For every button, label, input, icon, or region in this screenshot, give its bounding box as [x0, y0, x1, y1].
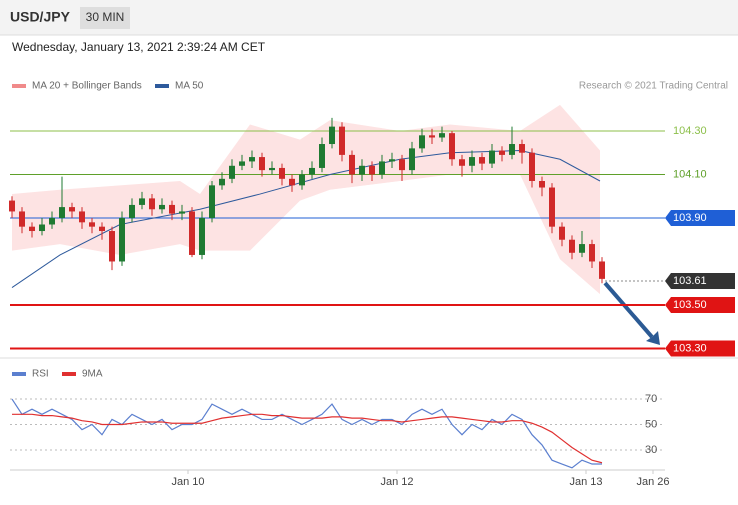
candle-body — [119, 217, 125, 262]
level-label-box — [665, 296, 735, 313]
arrow-head — [605, 283, 660, 345]
candle-body — [489, 150, 495, 164]
x-tick-label: Jan 13 — [569, 476, 602, 488]
candle-body — [559, 226, 565, 240]
candle-body — [409, 148, 415, 171]
level-label: 104.30 — [673, 125, 707, 137]
candle-body — [519, 144, 525, 153]
candle-body — [579, 244, 585, 253]
candle-body — [359, 165, 365, 175]
timeframe: 30 MIN — [86, 10, 125, 24]
candle-body — [59, 207, 65, 218]
candle-body — [69, 207, 75, 212]
symbol: USD/JPY — [10, 9, 71, 25]
candle-body — [249, 157, 255, 162]
candle-body — [569, 239, 575, 253]
level-label: 103.90 — [673, 212, 707, 224]
candle-body — [19, 211, 25, 227]
arrow — [603, 281, 654, 339]
candle-body — [349, 154, 355, 175]
candle-body — [439, 133, 445, 138]
candle-body — [279, 167, 285, 179]
legend-label: 9MA — [82, 369, 103, 380]
x-tick-label: Jan 10 — [171, 476, 204, 488]
x-tick-label: Jan 12 — [380, 476, 413, 488]
candle-body — [599, 261, 605, 279]
last-price-box — [665, 273, 735, 290]
candle-body — [99, 226, 105, 232]
legend-label: MA 50 — [175, 81, 204, 92]
candle-body — [159, 204, 165, 210]
candle-body — [469, 157, 475, 166]
candle-body — [399, 159, 405, 171]
candle-body — [449, 133, 455, 160]
rsi-line — [11, 398, 602, 469]
candle-body — [109, 231, 115, 262]
legend-label: MA 20 + Bollinger Bands — [32, 81, 142, 92]
candle-body — [509, 144, 515, 155]
candle-body — [379, 161, 385, 175]
candle-body — [219, 178, 225, 186]
legend-swatch — [155, 84, 169, 88]
candle-body — [429, 135, 435, 138]
candle-body — [389, 159, 395, 162]
candle-body — [419, 135, 425, 149]
subtitle: Wednesday, January 13, 2021 2:39:24 AM C… — [12, 40, 266, 54]
timeframe-box — [80, 7, 130, 29]
candle-body — [259, 157, 265, 171]
candle-body — [169, 204, 175, 214]
candle-body — [239, 161, 245, 166]
candle-body — [589, 244, 595, 262]
candle-body — [529, 152, 535, 181]
candle-body — [289, 178, 295, 186]
candle-body — [149, 198, 155, 210]
candle-body — [139, 198, 145, 205]
legend-swatch — [12, 372, 26, 376]
candle-body — [319, 144, 325, 168]
candle-body — [309, 167, 315, 175]
candle-body — [9, 200, 15, 212]
candle-body — [339, 126, 345, 155]
level-label-box — [665, 340, 735, 357]
candle-body — [499, 150, 505, 155]
level-label: 103.30 — [673, 342, 707, 354]
candle-body — [269, 167, 275, 171]
x-tick-label: Jan 26 — [636, 476, 669, 488]
candle-body — [39, 224, 45, 232]
candle-body — [299, 174, 305, 186]
candle-body — [49, 217, 55, 225]
legend-swatch — [62, 372, 76, 376]
level-label-box — [665, 209, 735, 226]
credit: Research © 2021 Trading Central — [579, 81, 728, 92]
candle-body — [539, 181, 545, 188]
legend-swatch — [12, 84, 26, 88]
candle-body — [29, 226, 35, 232]
candle-body — [369, 165, 375, 175]
rsi-line — [12, 413, 603, 464]
candle-body — [479, 157, 485, 164]
candle-body — [549, 187, 555, 227]
legend-label: RSI — [32, 369, 49, 380]
level-label: 104.10 — [673, 168, 707, 180]
rsi-tick-label: 70 — [645, 393, 657, 405]
rsi-tick-label: 50 — [645, 418, 657, 430]
candle-body — [209, 185, 215, 218]
candle-body — [329, 126, 335, 145]
candle-body — [189, 211, 195, 255]
candle-body — [89, 222, 95, 227]
candle-body — [199, 217, 205, 255]
candle-body — [79, 211, 85, 223]
candle-body — [129, 204, 135, 218]
level-label: 103.50 — [673, 299, 707, 311]
candle-body — [229, 165, 235, 179]
rsi-tick-label: 30 — [645, 444, 657, 456]
candle-body — [459, 159, 465, 166]
candle-body — [179, 211, 185, 214]
last-price-label: 103.61 — [673, 275, 707, 287]
